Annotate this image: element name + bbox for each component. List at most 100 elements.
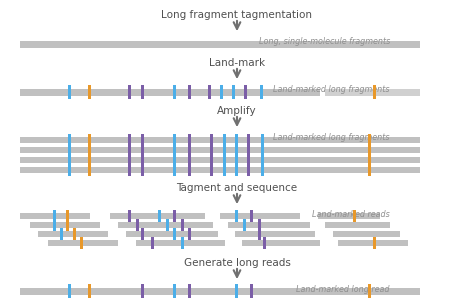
Bar [224,144,227,156]
Bar [89,85,91,99]
Text: Land-marked long fragments: Land-marked long fragments [273,85,390,94]
Bar [173,210,176,222]
Bar [354,210,356,222]
Bar [189,284,191,298]
Bar [189,164,191,176]
Bar [128,85,131,99]
Bar [262,134,264,146]
Bar [258,228,262,240]
Bar [69,154,72,166]
Bar [142,284,145,298]
Bar [20,41,420,48]
Bar [224,134,227,146]
Bar [173,164,176,176]
Bar [189,144,191,156]
Bar [158,210,162,222]
Bar [236,164,238,176]
Bar [224,154,227,166]
Bar [368,134,372,146]
Bar [142,85,145,99]
Bar [173,85,176,99]
Bar [173,284,176,298]
Text: Land-marked long fragments: Land-marked long fragments [273,133,390,142]
Bar [69,134,72,146]
Bar [118,222,213,228]
Bar [173,134,176,146]
Bar [38,231,108,237]
Bar [128,210,131,222]
Bar [173,154,176,166]
Bar [20,213,90,219]
Bar [54,219,56,231]
Bar [235,231,315,237]
Bar [247,154,250,166]
Bar [374,237,376,249]
Bar [152,237,155,249]
Bar [250,284,254,298]
Bar [244,219,246,231]
Bar [247,164,250,176]
Bar [89,154,91,166]
Bar [374,85,376,99]
Bar [142,228,145,240]
Bar [245,85,247,99]
Text: Land-marked reads: Land-marked reads [312,210,390,219]
Bar [20,167,420,173]
Bar [228,222,310,228]
Bar [258,219,262,231]
Bar [325,88,420,95]
Bar [173,228,176,240]
Bar [236,134,238,146]
Bar [233,85,236,99]
Bar [20,88,320,95]
Bar [236,154,238,166]
Bar [89,144,91,156]
Bar [262,164,264,176]
Bar [126,231,218,237]
Bar [20,157,420,163]
Bar [30,222,100,228]
Bar [189,134,191,146]
Bar [54,210,56,222]
Bar [61,228,64,240]
Bar [173,144,176,156]
Text: Generate long reads: Generate long reads [183,258,291,268]
Bar [262,144,264,156]
Bar [142,154,145,166]
Bar [81,237,83,249]
Bar [368,164,372,176]
Bar [210,134,213,146]
Bar [209,85,211,99]
Bar [242,240,320,246]
Text: Amplify: Amplify [217,106,257,116]
Bar [89,164,91,176]
Bar [20,288,420,295]
Bar [224,164,227,176]
Bar [166,219,170,231]
Bar [368,144,372,156]
Bar [110,213,205,219]
Text: Long fragment tagmentation: Long fragment tagmentation [162,10,312,20]
Bar [368,154,372,166]
Bar [247,134,250,146]
Bar [128,134,131,146]
Bar [69,284,72,298]
Bar [189,85,191,99]
Bar [73,228,76,240]
Bar [182,219,184,231]
Bar [89,134,91,146]
Bar [20,147,420,153]
Bar [368,284,372,298]
Bar [128,144,131,156]
Bar [189,228,191,240]
Bar [142,144,145,156]
Bar [247,144,250,156]
Text: Long, single-molecule fragments: Long, single-molecule fragments [259,37,390,46]
Bar [20,137,420,143]
Bar [89,284,91,298]
Bar [69,85,72,99]
Bar [210,164,213,176]
Bar [262,154,264,166]
Bar [261,85,264,99]
Bar [66,210,70,222]
